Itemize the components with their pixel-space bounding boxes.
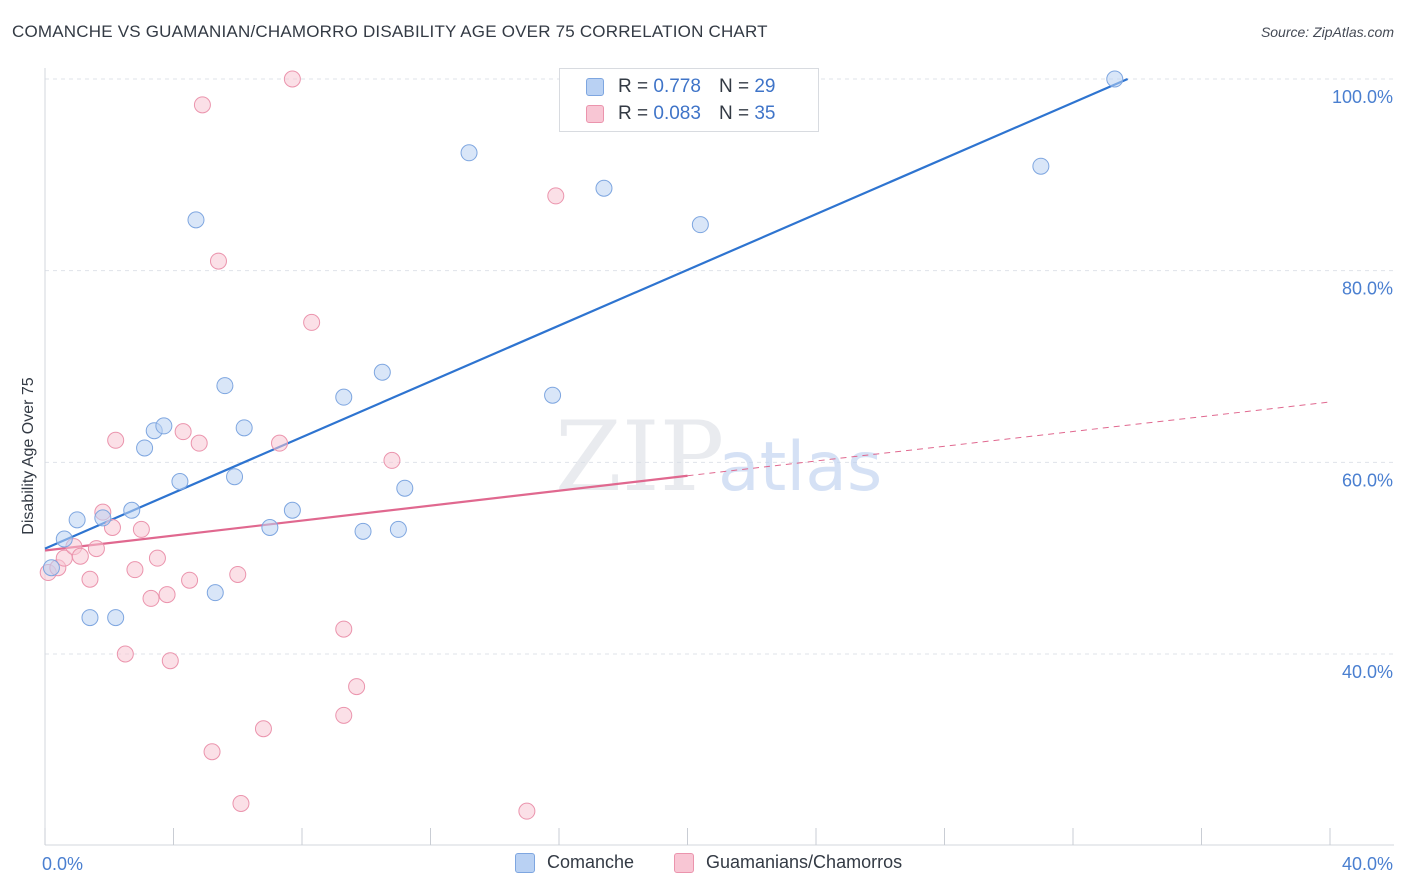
point-comanche: [94, 509, 112, 527]
point-comanche: [691, 216, 709, 234]
point-comanche: [354, 522, 372, 540]
point-comanche: [107, 609, 125, 627]
point-guamanian: [303, 313, 321, 331]
y-tick-label: 80.0%: [1342, 279, 1393, 299]
x-tick-label: 40.0%: [1342, 854, 1393, 874]
point-comanche: [373, 363, 391, 381]
point-guamanian: [193, 96, 211, 114]
point-comanche: [55, 530, 73, 548]
point-comanche: [1032, 157, 1050, 175]
trend-line-comanche: [44, 77, 1129, 550]
point-guamanian: [335, 620, 353, 638]
watermark-zip: ZIP: [555, 401, 724, 513]
point-guamanian: [132, 520, 150, 538]
point-guamanian: [203, 743, 221, 761]
axes: [44, 68, 1394, 846]
point-guamanian: [518, 802, 536, 820]
data-points: [39, 70, 1124, 820]
tick-labels: 40.0% 60.0% 80.0% 100.0% 0.0% 40.0%: [42, 87, 1393, 874]
watermark-atlas: atlas: [718, 428, 882, 507]
legend-r-value: 0.778: [653, 76, 701, 97]
legend-n-label: N =: [718, 76, 750, 97]
point-guamanian: [126, 561, 144, 579]
legend-n-label: N =: [718, 103, 750, 124]
point-guamanian: [87, 540, 105, 558]
point-comanche: [389, 520, 407, 538]
point-comanche: [171, 473, 189, 490]
chart-title: COMANCHE VS GUAMANIAN/CHAMORRO DISABILIT…: [12, 22, 768, 41]
y-axis-label: Disability Age Over 75: [20, 377, 37, 535]
point-comanche: [216, 377, 234, 395]
y-tick-label: 100.0%: [1332, 87, 1393, 107]
point-guamanian: [229, 565, 247, 583]
point-guamanian: [158, 586, 176, 604]
bottom-legend-label-comanche: Comanche: [547, 852, 635, 872]
point-comanche: [460, 144, 478, 162]
legend: R = 0.778 N = 29 R = 0.083 N = 35: [559, 68, 819, 132]
point-comanche: [595, 179, 613, 197]
legend-r-value: 0.083: [653, 103, 701, 124]
bottom-legend-comanche: Comanche: [515, 852, 634, 873]
watermark: ZIP atlas: [555, 401, 882, 513]
x-tick-label: 0.0%: [42, 854, 83, 874]
bottom-legend-label-guamanian: Guamanians/Chamorros: [706, 852, 903, 872]
point-guamanian: [148, 549, 166, 567]
point-comanche: [261, 519, 279, 536]
point-comanche: [226, 468, 244, 486]
point-guamanian: [190, 434, 208, 452]
trend-lines: [44, 77, 1331, 552]
point-comanche: [123, 501, 141, 519]
y-tick-label: 40.0%: [1342, 662, 1393, 682]
point-guamanian: [174, 423, 192, 441]
legend-r-label: R =: [618, 76, 649, 97]
point-comanche: [81, 609, 99, 627]
point-guamanian: [254, 720, 272, 738]
point-guamanian: [335, 706, 353, 724]
trend-line-guamanian: [44, 474, 688, 552]
point-comanche: [1106, 70, 1124, 88]
point-comanche: [155, 417, 173, 435]
legend-swatch-guamanian: [586, 105, 604, 123]
legend-row-comanche: R = 0.778 N = 29: [586, 74, 775, 100]
bottom-legend-guamanian: Guamanians/Chamorros: [674, 852, 902, 873]
legend-n-value: 35: [754, 103, 776, 124]
point-guamanian: [547, 187, 565, 205]
point-guamanian: [383, 451, 401, 469]
point-guamanian: [81, 570, 99, 588]
point-guamanian: [181, 571, 199, 589]
point-guamanian: [107, 431, 125, 449]
bottom-legend-swatch-guamanian: [674, 852, 694, 873]
point-comanche: [396, 479, 414, 497]
source-label: Source: ZipAtlas.com: [1260, 24, 1394, 40]
legend-swatch-comanche: [586, 78, 604, 96]
point-guamanian: [283, 70, 301, 88]
point-guamanian: [116, 645, 134, 663]
point-guamanian: [348, 678, 366, 696]
legend-n-value: 29: [754, 76, 776, 97]
bottom-legend-swatch-comanche: [515, 852, 535, 873]
point-guamanian: [209, 252, 227, 270]
point-comanche: [136, 439, 154, 457]
point-comanche: [335, 388, 353, 406]
point-guamanian: [142, 589, 160, 607]
point-comanche: [206, 584, 224, 602]
grid-lines: [45, 78, 1394, 655]
point-comanche: [283, 501, 301, 519]
trend-line-guamanian-dashed: [687, 401, 1331, 477]
point-guamanian: [232, 795, 250, 812]
legend-row-guamanian: R = 0.083 N = 35: [586, 101, 775, 127]
point-comanche: [187, 211, 205, 229]
point-guamanian: [161, 652, 179, 670]
y-tick-label: 60.0%: [1342, 470, 1393, 490]
point-guamanian: [271, 434, 289, 452]
point-comanche: [544, 386, 562, 404]
point-comanche: [42, 559, 60, 577]
point-comanche: [68, 511, 86, 529]
point-comanche: [235, 419, 253, 437]
bottom-legend: Comanche Guamanians/Chamorros: [0, 852, 1406, 878]
point-guamanian: [71, 547, 89, 565]
legend-r-label: R =: [618, 103, 649, 124]
